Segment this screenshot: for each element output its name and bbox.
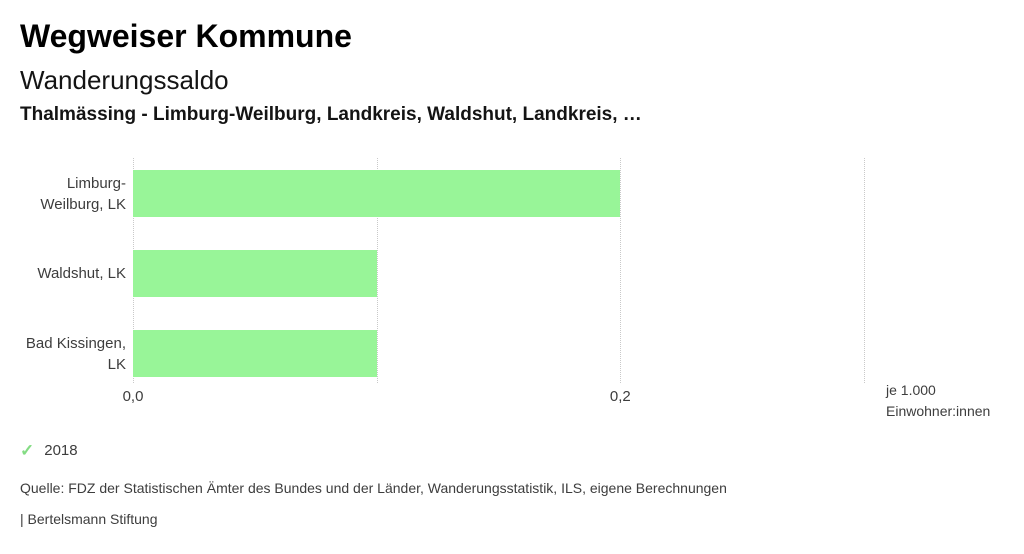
axis-unit-line: Einwohner:innen [886,403,991,419]
bar-chart: Limburg- Weilburg, LK Waldshut, LK Bad Kiss… [0,158,1024,419]
category-label-line: Weilburg, LK [40,195,126,213]
category-label-line: Limburg- [66,174,126,192]
x-tick-label: 0,2 [609,388,631,405]
chart-comparison-subtitle: Thalmässing - Limburg-Weilburg, Landkrei… [20,104,642,125]
gridline [620,158,622,383]
check-icon: ✓ [20,441,35,460]
bar-waldshut-lk[interactable] [133,250,377,297]
gridline [864,158,865,383]
x-axis: 0,0 0,2 [123,388,864,408]
bar-limburg-weilburg-lk[interactable] [133,170,621,217]
bar-bad-kissingen-lk[interactable] [133,330,377,377]
page-title: Wegweiser Kommune [20,18,352,54]
category-label: Waldshut, LK [20,234,126,314]
category-label-line: Bad Kissingen, [25,334,126,352]
category-label: Limburg- Weilburg, LK [20,154,126,234]
plot-area [133,158,865,383]
category-axis: Limburg- Weilburg, LK Waldshut, LK Bad Kiss… [20,158,126,383]
category-label: Bad Kissingen, LK [20,314,126,394]
axis-unit-line: je 1.000 [886,382,936,398]
attribution-text: | Bertelsmann Stiftung [20,511,158,527]
chart-title: Wanderungssaldo [20,65,229,95]
category-label-line: Waldshut, LK [37,265,126,282]
gridline [376,158,378,383]
source-text: Quelle: FDZ der Statistischen Ämter des … [20,480,727,496]
legend-item-2018[interactable]: ✓ 2018 [20,442,78,459]
category-label-line: LK [107,355,126,373]
axis-unit-label: je 1.000 Einwohner:innen [886,380,990,422]
x-tick-label: 0,0 [122,388,144,405]
legend-year-label: 2018 [44,442,78,459]
